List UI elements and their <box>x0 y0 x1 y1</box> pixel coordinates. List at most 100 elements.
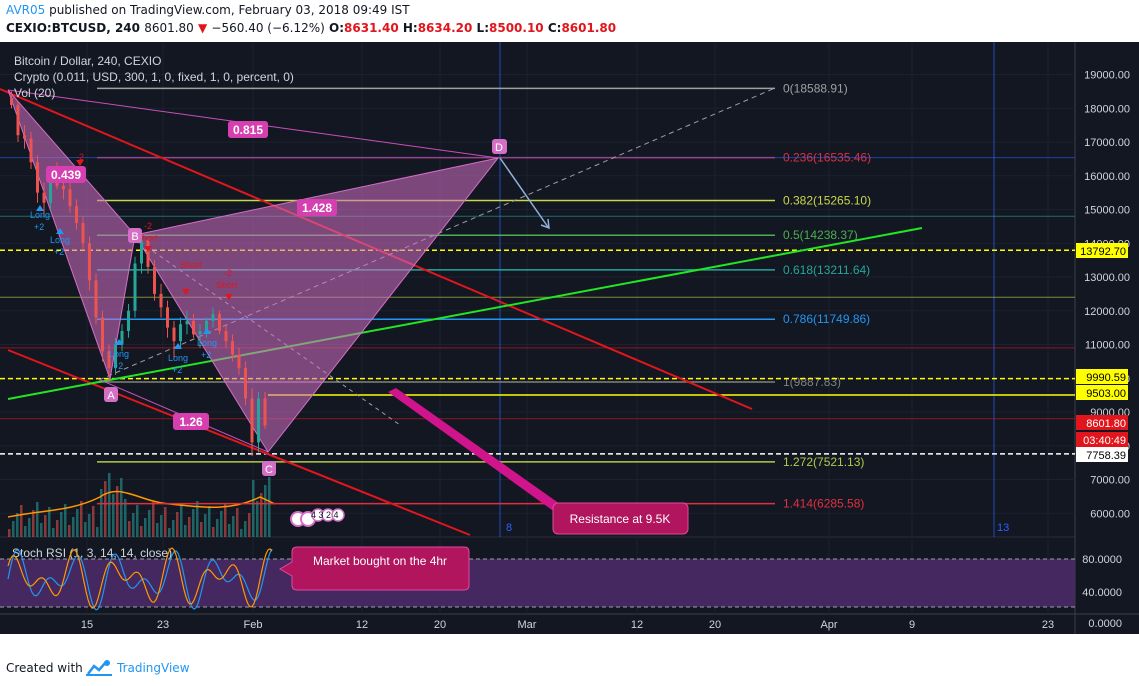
events-badge: 4 3 2 4 <box>290 508 345 527</box>
author-link[interactable]: AVR05 <box>6 3 46 17</box>
high-value: 8634.20 <box>417 21 473 35</box>
volume-bar <box>40 523 43 537</box>
low-value: 8500.10 <box>489 21 544 35</box>
market-callout-box <box>279 546 470 591</box>
legend-crypto: Crypto (0.011, USD, 300, 1, 0, fixed, 1,… <box>14 70 294 84</box>
candle-body <box>179 324 182 342</box>
volume-ma-line <box>7 490 276 518</box>
candle-body <box>68 189 72 207</box>
candle-body <box>16 104 20 136</box>
ratio-badge-3 <box>297 199 337 216</box>
x-tick-label: Apr <box>820 619 837 631</box>
volume-bar <box>240 529 243 537</box>
point-a-label: A <box>107 390 115 402</box>
long-signal-3: Long +2 <box>109 339 129 371</box>
candle-body <box>237 354 241 369</box>
short-arrow-icon <box>76 160 84 166</box>
candle-body <box>36 162 39 193</box>
price-tag-box <box>1076 369 1128 384</box>
volume-bar <box>192 509 195 537</box>
price-tag-label: 7758.39 <box>1086 450 1126 462</box>
price-tag-label: 9990.59 <box>1086 372 1126 384</box>
tradingview-link[interactable]: TradingView <box>117 661 190 675</box>
x-tick-label: Mar <box>518 619 537 631</box>
time-axis[interactable]: 15 23 Feb 12 20 Mar 12 20 Apr 9 23 <box>81 619 1054 631</box>
rsi-tick-label: 40.0000 <box>1082 587 1122 599</box>
price-tag-box <box>1076 415 1128 430</box>
price-chart[interactable]: 0(18588.91)0.236(16535.46)0.382(15265.10… <box>0 42 1139 634</box>
y-tick-label: 15000.00 <box>1084 205 1130 217</box>
volume-bar <box>224 503 227 537</box>
volume-bar <box>88 514 91 537</box>
fib-level-label: 0.5(14238.37) <box>783 228 858 242</box>
volume-bar <box>200 522 203 537</box>
price-tag-box <box>1076 432 1128 447</box>
close-value: 8601.80 <box>561 21 617 35</box>
fib-level-label: 0.618(13211.64) <box>783 263 870 277</box>
volume-bar <box>132 513 135 537</box>
candle-body <box>107 351 111 369</box>
x-tick-label: 12 <box>631 619 643 631</box>
short-signal-1: -2 <box>76 152 84 166</box>
event-circle-5 <box>331 508 345 522</box>
candle-body <box>166 307 169 328</box>
candle-body <box>198 331 202 335</box>
long-signal-1: Long +2 <box>30 205 50 232</box>
candle-body <box>218 314 221 331</box>
ratio-badge-2 <box>46 166 86 183</box>
legend-stoch: Stoch RSI (1, 3, 14, 14, close) <box>12 546 172 560</box>
down-arrow-icon: ▼ <box>198 21 208 35</box>
long-signal-4: Long +2 <box>168 343 188 375</box>
chart-container[interactable]: 0(18588.91) 0.236(16535.46) 0.382(15265.10… <box>0 42 1139 634</box>
volume-bar <box>256 501 259 537</box>
price-tag-box <box>1076 385 1128 400</box>
green-trendline <box>7 227 923 400</box>
volume-bar <box>152 502 155 537</box>
candle-body <box>159 293 163 308</box>
long-count: +2 <box>54 247 64 257</box>
volume-bar <box>180 504 183 537</box>
volume-bar <box>140 526 143 537</box>
short-count: -2 <box>224 268 232 278</box>
candle-body <box>94 280 98 318</box>
resistance-pointer-shape <box>388 388 560 510</box>
market-callout: Market bought on the 4hr <box>279 546 470 591</box>
high-label: H: <box>402 21 418 35</box>
long-arrow-icon <box>115 339 123 345</box>
volume-bar <box>248 513 251 537</box>
ratio-label-4: 1.26 <box>179 415 203 429</box>
open-label: O: <box>329 21 345 35</box>
volume-bar <box>212 527 215 537</box>
long-text: Long <box>109 349 129 359</box>
close-label: C: <box>547 21 562 35</box>
volume-bar <box>144 518 147 537</box>
volume-bar <box>44 515 47 537</box>
ratio-label-3: 1.428 <box>302 201 332 215</box>
candle-body <box>211 314 215 321</box>
rsi-tick-label: 0.0000 <box>1088 618 1122 630</box>
volume-bar <box>156 523 159 537</box>
short-arrow-icon <box>182 289 190 295</box>
ratio-badge-4 <box>173 413 209 430</box>
volume-bar <box>244 521 247 537</box>
volume-bar <box>176 512 179 537</box>
y-tick-label: 12000.00 <box>1084 306 1130 318</box>
candle-body <box>172 327 176 342</box>
tradingview-logo-icon <box>86 660 112 676</box>
short-arrow-icon <box>144 246 152 252</box>
long-arrow-icon <box>56 228 64 234</box>
legend-main: Bitcoin / Dollar, 240, CEXIO <box>14 54 161 68</box>
candle-body <box>127 310 130 331</box>
y-tick-label: 7000.00 <box>1090 475 1130 487</box>
red-trendline-lower <box>7 349 471 536</box>
volume-bar <box>16 513 19 537</box>
volume-bar <box>164 507 167 537</box>
volume-bar <box>172 520 175 537</box>
candle-body <box>75 206 78 223</box>
volume-bar <box>232 516 235 537</box>
candle-body <box>49 175 52 203</box>
volume-bar <box>120 478 123 537</box>
x-tick-label: 9 <box>909 619 915 631</box>
long-signal-2: Long +2 <box>50 228 70 257</box>
short-signal-2: -2 Short <box>136 221 158 252</box>
